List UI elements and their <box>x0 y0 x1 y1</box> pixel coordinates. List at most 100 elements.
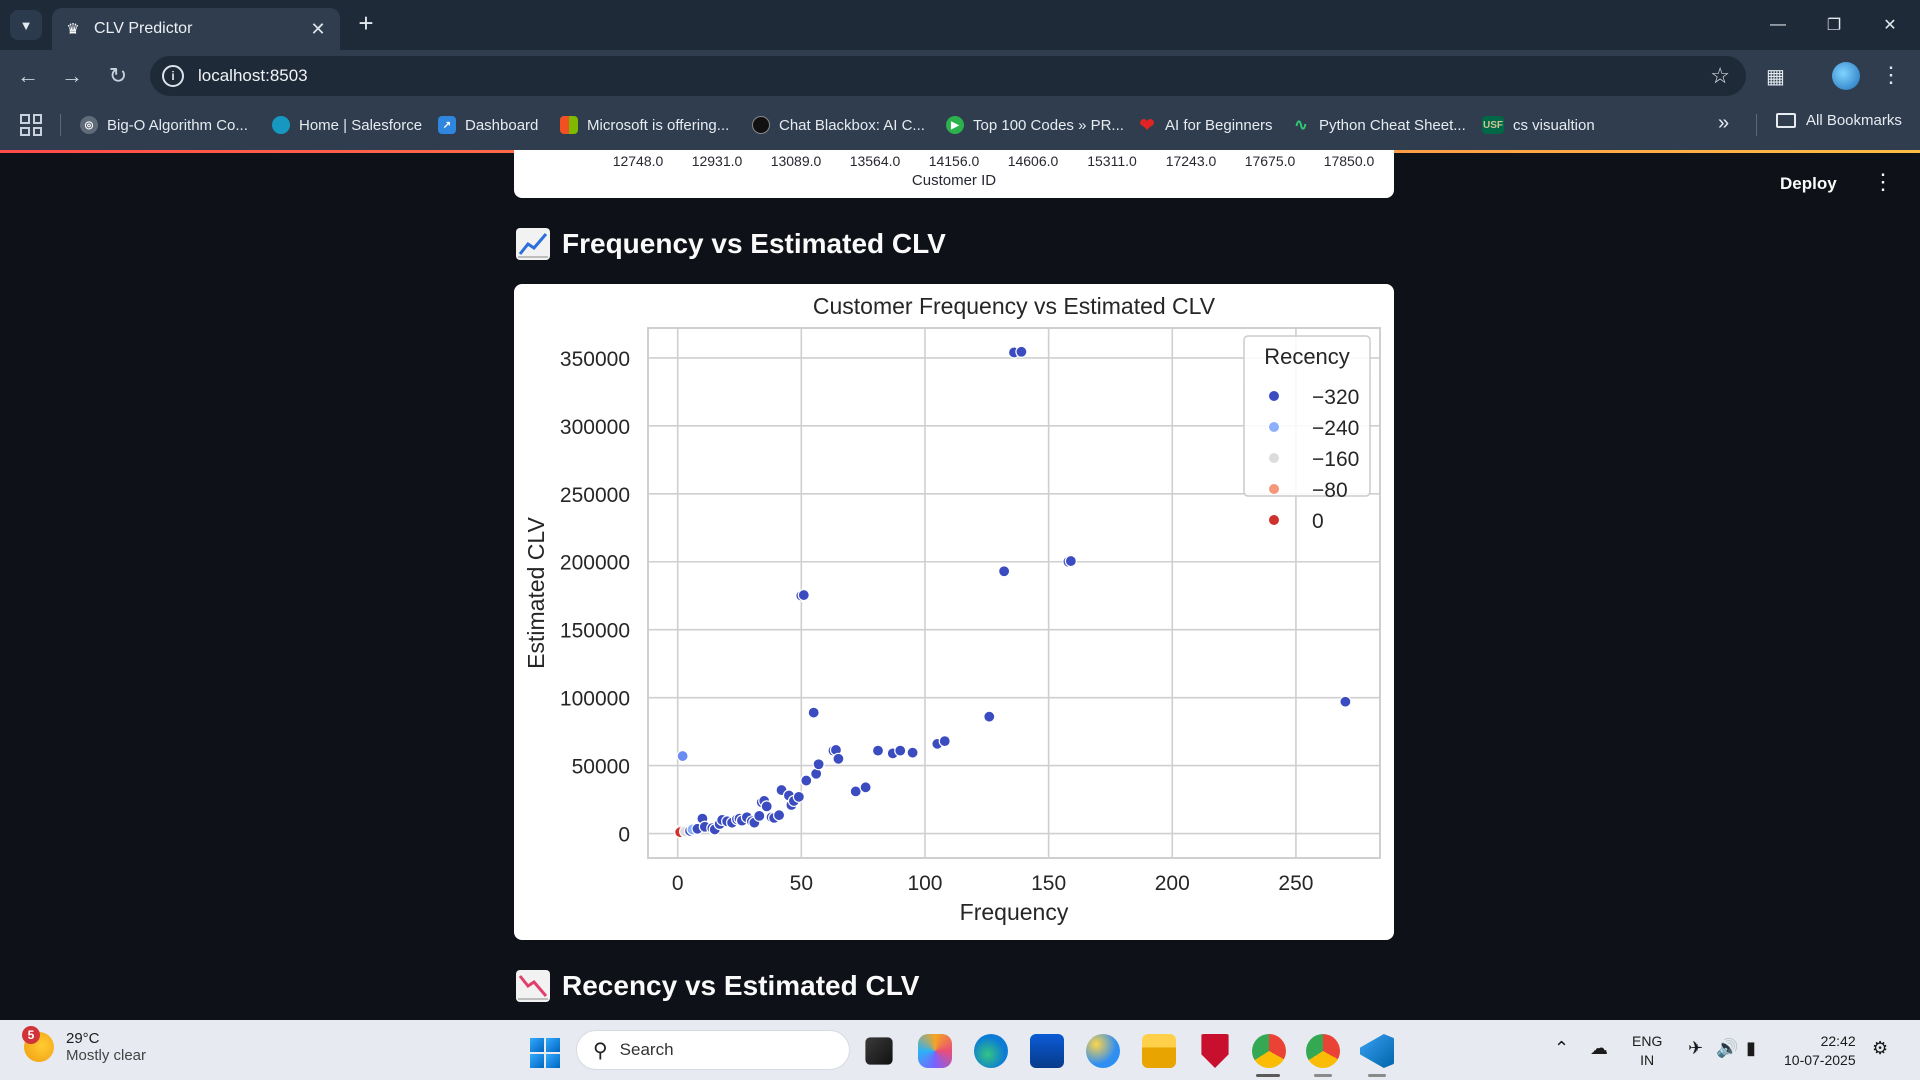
url-text[interactable]: localhost:8503 <box>198 66 308 85</box>
reload-icon[interactable]: ↻ <box>108 63 128 88</box>
mcafee-shield-icon[interactable] <box>1201 1034 1229 1068</box>
legend-label: −320 <box>1312 386 1359 409</box>
bookmark-dashboard[interactable]: ↗ Dashboard <box>438 112 538 138</box>
customer-id-tick: 14606.0 <box>1007 153 1059 169</box>
frequency-clv-chart-card: Customer Frequency vs Estimated CLV 0 50 10… <box>514 284 1394 940</box>
forward-arrow-icon[interactable]: → <box>61 63 83 88</box>
data-point <box>760 800 773 813</box>
bookmark-microsoft[interactable]: Microsoft is offering... <box>560 112 729 138</box>
plot-frame <box>647 327 1381 859</box>
globe-icon: ◎ <box>80 116 98 134</box>
customer-id-tick: 12931.0 <box>691 153 743 169</box>
python-icon: ∿ <box>1294 117 1308 134</box>
taskbar-search-box[interactable]: ⚲ Search <box>576 1030 850 1070</box>
bookmark-label: Python Cheat Sheet... <box>1319 116 1466 134</box>
volume-icon[interactable]: 🔊 <box>1716 1038 1739 1058</box>
chevron-down-icon: ▼ <box>19 17 33 33</box>
bookmark-star-icon[interactable]: ☆ <box>1710 63 1730 88</box>
onedrive-cloud-icon[interactable]: ☁ <box>1590 1038 1608 1058</box>
customer-id-tick: 14156.0 <box>928 153 980 169</box>
browser-tab-active[interactable]: ♛ CLV Predictor ✕ <box>52 8 340 50</box>
chart-decreasing-icon <box>516 970 550 1002</box>
airplane-mode-icon[interactable]: ✈ <box>1688 1038 1704 1058</box>
bookmark-blackbox[interactable]: Chat Blackbox: AI C... <box>752 112 925 138</box>
legend-marker <box>1268 483 1280 495</box>
customer-id-tick-labels: 12748.0 12931.0 13089.0 13564.0 14156.0 14606… <box>514 153 1394 169</box>
dashboard-icon: ↗ <box>438 116 456 134</box>
vscode-icon[interactable] <box>1360 1034 1394 1068</box>
tab-title: CLV Predictor <box>94 20 193 37</box>
more-bookmarks-chevron-icon[interactable]: » <box>1718 112 1730 134</box>
minimize-window-button[interactable]: — <box>1770 16 1786 33</box>
x-tick-label: 50 <box>790 872 813 895</box>
x-tick-label: 0 <box>672 872 684 895</box>
clock-date: 10-07-2025 <box>1784 1052 1856 1068</box>
bookmark-python-cheat-sheet[interactable]: ∿ Python Cheat Sheet... <box>1292 112 1466 138</box>
file-explorer-icon[interactable] <box>1142 1034 1176 1068</box>
search-icon: ⚲ <box>593 1039 608 1062</box>
weather-app-icon[interactable] <box>1086 1034 1120 1068</box>
bookmark-salesforce[interactable]: Home | Salesforce <box>272 112 422 138</box>
microsoft-store-icon[interactable] <box>1030 1034 1064 1068</box>
task-view-icon[interactable] <box>865 1037 893 1065</box>
bookmark-label: cs visualtion <box>1513 116 1595 134</box>
legend-marker <box>1268 390 1280 402</box>
weather-badge: 5 <box>22 1026 40 1044</box>
region-code: IN <box>1640 1052 1655 1068</box>
bookmark-big-o[interactable]: ◎ Big-O Algorithm Co... <box>80 112 248 138</box>
close-tab-icon[interactable]: ✕ <box>310 18 326 39</box>
y-tick-label: 150000 <box>560 620 630 643</box>
bookmark-top-100-codes[interactable]: ▶ Top 100 Codes » PR... <box>946 112 1124 138</box>
chrome-profile-indicator <box>1314 1074 1332 1077</box>
customer-id-tick: 17243.0 <box>1165 153 1217 169</box>
windows-start-icon[interactable] <box>530 1038 560 1068</box>
language-code: ENG <box>1632 1033 1663 1049</box>
data-point <box>983 710 996 723</box>
tray-overflow-chevron-icon[interactable]: ⌃ <box>1554 1038 1570 1058</box>
customer-id-tick: 17850.0 <box>1323 153 1375 169</box>
data-point <box>676 749 689 763</box>
legend-label: −80 <box>1312 479 1348 502</box>
taskbar-search-placeholder: Search <box>619 1040 674 1059</box>
customer-id-axis-label: Customer ID <box>911 172 997 189</box>
customer-chart-card: 12748.0 12931.0 13089.0 13564.0 14156.0 14606… <box>514 150 1394 198</box>
y-tick-label: 50000 <box>572 756 630 779</box>
section-frequency-title: Frequency vs Estimated CLV <box>562 228 946 259</box>
browser-menu-icon[interactable]: ⋮ <box>1880 62 1902 87</box>
bookmark-ai-beginners[interactable]: ❤ AI for Beginners <box>1138 112 1272 138</box>
site-info-icon[interactable]: i <box>162 65 184 87</box>
tab-search-button[interactable]: ▼ <box>10 10 42 40</box>
new-tab-button[interactable]: + <box>358 8 374 38</box>
edge-browser-icon[interactable] <box>974 1034 1008 1068</box>
close-window-button[interactable]: ✕ <box>1883 17 1897 34</box>
taskbar-clock[interactable]: 22:42 10-07-2025 <box>1784 1032 1856 1070</box>
apps-grid-icon[interactable] <box>20 114 42 136</box>
notification-bell-icon[interactable]: ⚙ <box>1872 1038 1889 1058</box>
battery-icon[interactable]: ▮ <box>1746 1038 1756 1058</box>
restore-window-button[interactable]: ❐ <box>1826 17 1842 34</box>
profile-avatar[interactable] <box>1832 62 1860 90</box>
data-point <box>807 706 820 719</box>
legend-title: Recency <box>1264 344 1350 369</box>
clock-time: 22:42 <box>1820 1033 1856 1049</box>
app-viewport[interactable]: Deploy ⋮ 12748.0 12931.0 13089.0 13564.0 141… <box>0 150 1920 1020</box>
all-bookmarks-button[interactable]: All Bookmarks <box>1776 112 1902 129</box>
x-tick-label: 200 <box>1155 872 1190 895</box>
deploy-button[interactable]: Deploy <box>1780 174 1837 193</box>
y-tick-label: 300000 <box>560 416 630 439</box>
data-point <box>1339 695 1352 708</box>
data-point <box>1015 345 1028 358</box>
data-point <box>1064 554 1077 568</box>
input-language-indicator[interactable]: ENG IN <box>1632 1032 1662 1070</box>
data-point <box>800 774 813 787</box>
weather-widget[interactable]: 5 29°C Mostly clear <box>22 1026 146 1064</box>
address-bar[interactable]: i localhost:8503 ☆ <box>150 56 1746 96</box>
back-arrow-icon[interactable]: ← <box>17 63 39 88</box>
chrome-profile-icon[interactable] <box>1306 1034 1340 1068</box>
chrome-browser-icon[interactable] <box>1252 1034 1286 1068</box>
app-main-menu-icon[interactable]: ⋮ <box>1872 169 1894 194</box>
bookmark-cs-visualtion[interactable]: USF cs visualtion <box>1482 112 1595 138</box>
extensions-puzzle-icon[interactable]: ▦ <box>1766 66 1785 88</box>
copilot-icon[interactable] <box>918 1034 952 1068</box>
usf-icon: USF <box>1482 116 1504 134</box>
